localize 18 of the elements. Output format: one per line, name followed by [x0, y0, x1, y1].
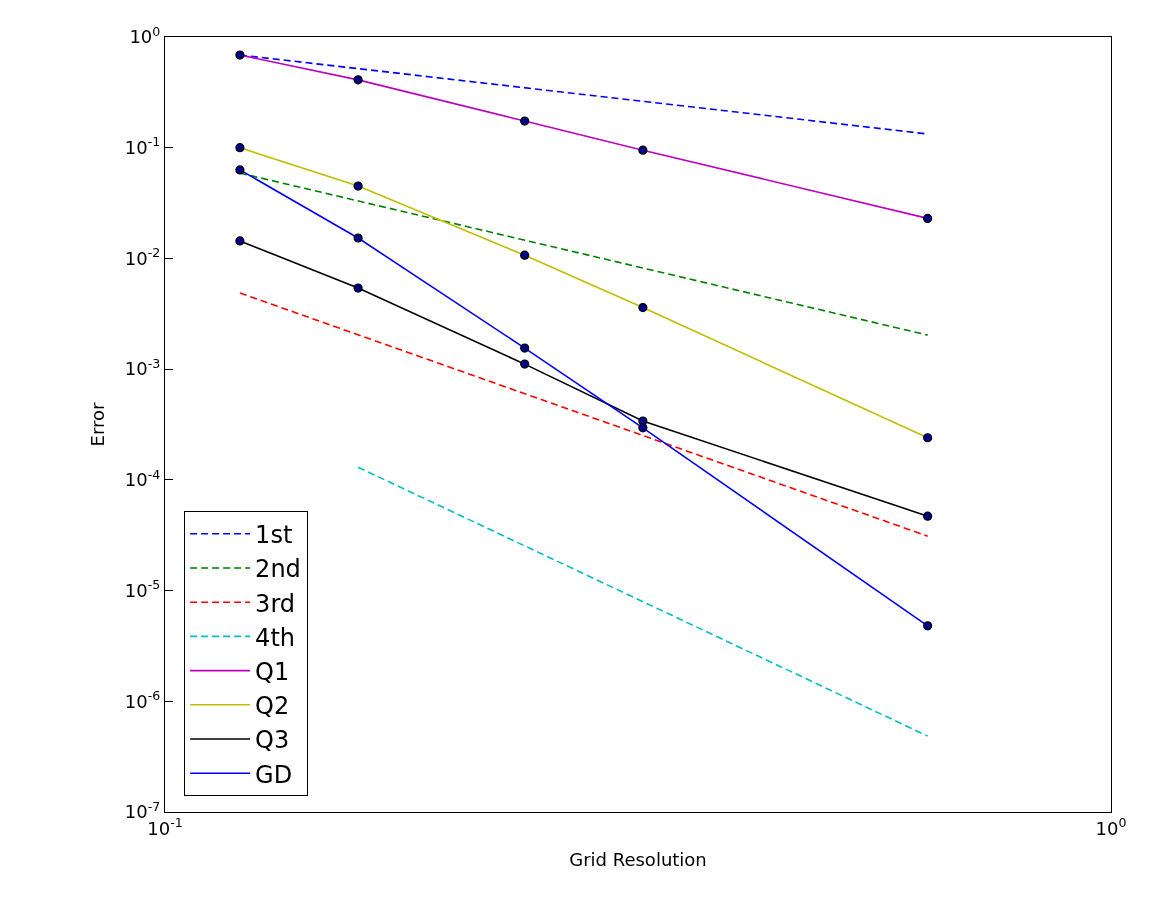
y-axis-title: Error	[87, 401, 109, 447]
y-tick-label: 10$^{-4}$	[124, 466, 161, 491]
legend-label: 3rd	[255, 589, 296, 618]
legend-label: Q2	[255, 692, 290, 721]
x-axis-title: Grid Resolution	[569, 848, 707, 870]
y-tick-label: 10$^{-1}$	[124, 134, 161, 159]
y-tick-label: 10$^{-6}$	[124, 688, 161, 712]
legend-label: GD	[255, 760, 293, 789]
legend-label: 2nd	[255, 555, 301, 584]
y-tick-label: 10$^{-7}$	[124, 798, 161, 823]
legend-label: 4th	[255, 623, 296, 652]
legend-label: Q3	[255, 726, 290, 755]
y-tick-label: 10$^{-5}$	[124, 577, 161, 601]
y-tick-label: 10$^{-2}$	[124, 245, 161, 269]
y-tick-label: 10$^{0}$	[129, 23, 161, 48]
y-tick-label: 10$^{-3}$	[124, 355, 161, 380]
legend-label: 1st	[255, 521, 293, 550]
legend-label: Q1	[255, 657, 290, 686]
